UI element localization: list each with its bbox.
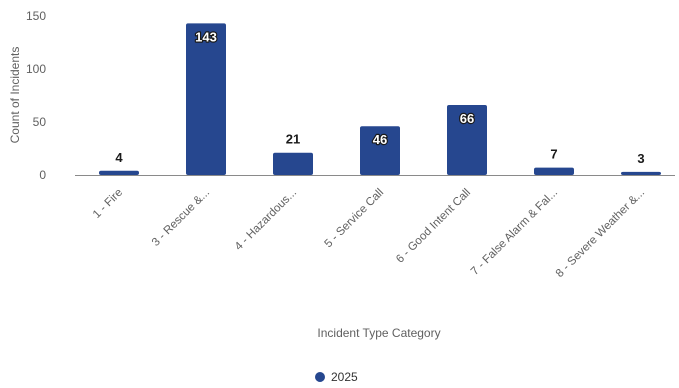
x-axis-title: Incident Type Category	[317, 326, 440, 340]
x-tick-label: 3 - Rescue &...	[150, 187, 212, 249]
legend-label: 2025	[331, 370, 358, 384]
bar[interactable]	[534, 167, 574, 175]
y-tick-label: 0	[39, 168, 46, 182]
data-label: 66	[460, 111, 474, 126]
x-tick-label: 1 - Fire	[91, 187, 125, 221]
bar[interactable]	[621, 171, 661, 175]
bar[interactable]	[447, 105, 487, 175]
data-label: 21	[286, 132, 300, 147]
bar[interactable]	[99, 170, 139, 175]
data-label: 143	[195, 29, 217, 44]
data-label: 46	[373, 132, 387, 147]
y-axis-ticks: 0 50 100 150	[26, 9, 46, 182]
bar[interactable]	[360, 126, 400, 175]
data-label: 4	[115, 150, 123, 165]
x-tick-label: 8 - Severe Weather &...	[554, 187, 647, 280]
x-axis-ticks: 1 - Fire 3 - Rescue &... 4 - Hazardous... 5…	[91, 187, 647, 280]
y-tick-label: 150	[26, 9, 46, 23]
y-axis-title: Count of Incidents	[8, 47, 22, 144]
bars	[99, 23, 661, 176]
x-tick-label: 5 - Service Call	[323, 187, 387, 251]
x-tick-label: 7 - False Alarm & Fal...	[469, 187, 560, 278]
data-labels: 4 143 21 46 66 7 3	[115, 28, 644, 166]
data-label: 7	[550, 147, 557, 162]
bar[interactable]	[273, 152, 313, 175]
x-tick-label: 4 - Hazardous...	[233, 187, 299, 253]
bar[interactable]	[186, 23, 226, 176]
legend-marker	[315, 372, 325, 382]
data-label: 3	[637, 151, 644, 166]
y-tick-label: 50	[33, 115, 47, 129]
y-tick-label: 100	[26, 62, 46, 76]
legend[interactable]: 2025	[315, 370, 358, 384]
x-tick-label: 6 - Good Intent Call	[394, 187, 473, 266]
